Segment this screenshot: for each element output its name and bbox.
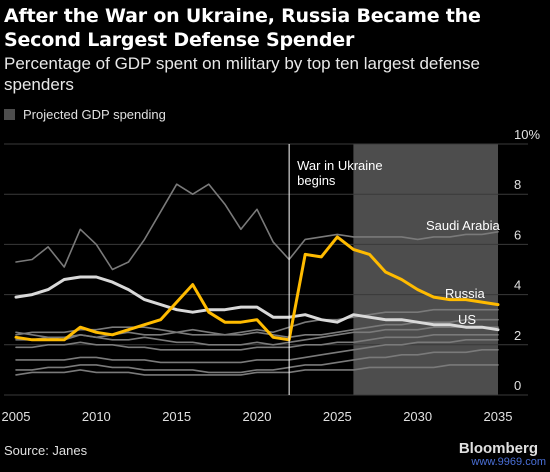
- series-line-5: [15, 326, 499, 346]
- source-note: Source: Janes: [4, 443, 88, 458]
- war-annotation-label: War in Ukraine begins: [297, 158, 382, 188]
- y-tick-label: 8: [514, 177, 521, 192]
- y-tick-label: 6: [514, 227, 521, 242]
- y-tick-label: 10%: [514, 127, 540, 142]
- y-tick-label: 0: [514, 378, 521, 393]
- x-tick-label: 2035: [484, 409, 513, 424]
- x-tick-label: 2025: [323, 409, 352, 424]
- series-line-7: [15, 338, 499, 364]
- legend-label-projection: Projected GDP spending: [23, 106, 166, 122]
- series-label-russia: Russia: [445, 286, 486, 301]
- series-line-9: [15, 364, 499, 376]
- x-tick-label: 2010: [82, 409, 111, 424]
- series-line-saudi-arabia: [15, 183, 499, 271]
- x-tick-label: 2030: [403, 409, 432, 424]
- brand-logo: Bloomberg: [458, 440, 538, 457]
- legend-swatch-projection: [4, 108, 15, 120]
- series-label-saudi-arabia: Saudi Arabia: [426, 218, 500, 233]
- series-line-russia: [14, 235, 500, 342]
- chart-subtitle: Percentage of GDP spent on military by t…: [4, 54, 480, 94]
- watermark: www.9969.com: [471, 456, 546, 468]
- y-tick-label: 2: [514, 328, 521, 343]
- y-tick-label: 4: [514, 278, 521, 293]
- x-tick-label: 2020: [243, 409, 272, 424]
- x-tick-label: 2015: [162, 409, 191, 424]
- series-line-6: [15, 333, 499, 351]
- series-line-8: [15, 348, 499, 374]
- legend: Projected GDP spending: [4, 105, 166, 123]
- x-tick-label: 2005: [2, 409, 31, 424]
- chart-title: After the War on Ukraine, Russia Became …: [4, 5, 481, 51]
- series-line-us: [14, 275, 500, 332]
- series-label-us: US: [458, 312, 476, 327]
